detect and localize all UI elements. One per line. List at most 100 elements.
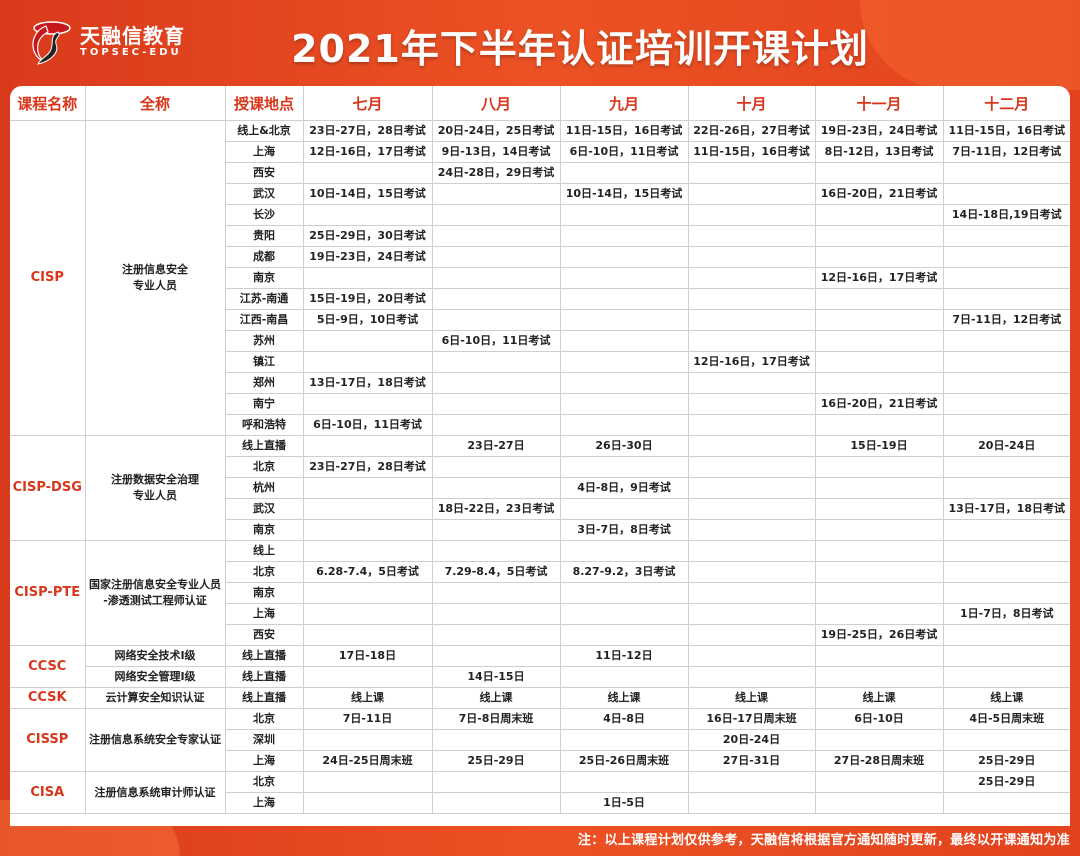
schedule-cell	[942, 456, 1070, 478]
logo: 天融信教育 TOPSEC-EDU	[26, 18, 185, 66]
schedule-cell	[302, 666, 433, 688]
schedule-cell	[302, 582, 433, 604]
schedule-cell: 16日-20日，21日考试	[814, 183, 944, 205]
schedule-cell: 25日-26日周末班	[559, 750, 689, 772]
schedule-cell: 7.29-8.4，5日考试	[431, 561, 561, 583]
schedule-cell	[942, 372, 1070, 394]
column-header: 十月	[687, 86, 816, 121]
schedule-cell	[302, 477, 433, 499]
location-cell: 武汉	[224, 498, 304, 520]
schedule-cell	[942, 540, 1070, 562]
schedule-cell: 4日-8日，9日考试	[559, 477, 689, 499]
schedule-cell	[302, 624, 433, 646]
schedule-cell	[431, 540, 561, 562]
schedule-cell	[302, 330, 433, 352]
schedule-cell	[559, 666, 689, 688]
schedule-cell	[942, 729, 1070, 751]
schedule-cell	[942, 414, 1070, 436]
course-full-name: 注册信息系统审计师认证	[84, 771, 226, 814]
schedule-cell: 11日-15日，16日考试	[559, 120, 689, 142]
schedule-cell	[687, 456, 816, 478]
table-row: CISP-PTE 国家注册信息安全专业人员 -渗透测试工程师认证 线上	[10, 540, 1070, 646]
table-row: 南宁 16日-20日，21日考试	[10, 393, 1070, 415]
schedule-cell	[431, 393, 561, 415]
schedule-cell	[687, 162, 816, 184]
location-cell: 呼和浩特	[224, 414, 304, 436]
schedule-cell: 25日-29日	[431, 750, 561, 772]
schedule-cell: 线上课	[687, 687, 816, 709]
schedule-cell	[942, 288, 1070, 310]
table-row: 上海 1日-5日	[10, 792, 1070, 814]
location-cell: 苏州	[224, 330, 304, 352]
schedule-cell	[814, 246, 944, 268]
schedule-cell	[942, 582, 1070, 604]
schedule-cell	[687, 267, 816, 289]
schedule-cell: 13日-17日，18日考试	[302, 372, 433, 394]
schedule-cell: 线上课	[814, 687, 944, 709]
schedule-cell	[431, 477, 561, 499]
schedule-cell: 线上课	[559, 687, 689, 709]
table-row: CCSC 网络安全技术I级 线上直播 17日-18日 11日-12日	[10, 645, 1070, 688]
schedule-cell	[559, 393, 689, 415]
schedule-cell: 23日-27日	[431, 435, 561, 457]
schedule-cell	[814, 666, 944, 688]
course-full-name: 注册信息系统安全专家认证	[84, 708, 226, 772]
schedule-cell: 26日-30日	[559, 435, 689, 457]
schedule-cell	[559, 330, 689, 352]
schedule-cell: 8日-12日，13日考试	[814, 141, 944, 163]
schedule-cell: 10日-14日，15日考试	[302, 183, 433, 205]
schedule-cell	[559, 288, 689, 310]
schedule-cell	[814, 477, 944, 499]
table-row: 呼和浩特 6日-10日，11日考试	[10, 414, 1070, 436]
location-cell: 武汉	[224, 183, 304, 205]
table-row: 北京 6.28-7.4，5日考试 7.29-8.4，5日考试 8.27-9.2，3日考…	[10, 561, 1070, 583]
table-row: 上海 24日-25日周末班 25日-29日 25日-26日周末班 27日-31日 27日-…	[10, 750, 1070, 772]
table-row: 长沙 14日-18日,19日考试	[10, 204, 1070, 226]
schedule-cell: 20日-24日，25日考试	[431, 120, 561, 142]
column-header: 授课地点	[224, 86, 304, 121]
logo-icon	[26, 18, 72, 66]
schedule-cell: 14日-18日,19日考试	[942, 204, 1070, 226]
schedule-cell: 19日-23日，24日考试	[814, 120, 944, 142]
schedule-cell	[559, 540, 689, 562]
schedule-cell	[559, 582, 689, 604]
location-cell: 线上直播	[224, 687, 304, 709]
schedule-cell	[302, 267, 433, 289]
schedule-table: 课程名称 全称 授课地点 七月 八月 九月 十月 十一月 十二月 CISP 注册信息安全 专业人员线…	[10, 86, 1070, 814]
schedule-cell: 5日-9日，10日考试	[302, 309, 433, 331]
course-code: CCSK	[10, 687, 86, 709]
location-cell: 南京	[224, 267, 304, 289]
schedule-cell	[942, 519, 1070, 541]
schedule-cell	[814, 561, 944, 583]
schedule-cell: 6日-10日，11日考试	[302, 414, 433, 436]
course-full-name: 国家注册信息安全专业人员 -渗透测试工程师认证	[84, 540, 226, 646]
course-full-name: 网络安全技术I级	[84, 645, 226, 667]
schedule-cell	[942, 624, 1070, 646]
schedule-cell: 19日-25日，26日考试	[814, 624, 944, 646]
table-row: CCSK 云计算安全知识认证 线上直播 线上课 线上课 线上课 线上课 线上课 线上课	[10, 687, 1070, 709]
schedule-cell	[302, 519, 433, 541]
table-row: 南京 3日-7日，8日考试	[10, 519, 1070, 541]
column-header: 八月	[431, 86, 561, 121]
logo-name: 天融信教育	[80, 24, 185, 48]
location-cell: 西安	[224, 624, 304, 646]
location-cell: 上海	[224, 141, 304, 163]
location-cell: 上海	[224, 603, 304, 625]
table-row: 北京 23日-27日，28日考试	[10, 456, 1070, 478]
schedule-cell: 9日-13日，14日考试	[431, 141, 561, 163]
schedule-cell	[814, 414, 944, 436]
schedule-cell: 27日-28日周末班	[814, 750, 944, 772]
schedule-cell	[814, 351, 944, 373]
schedule-cell	[687, 183, 816, 205]
table-row: 深圳 20日-24日	[10, 729, 1070, 751]
schedule-cell	[431, 603, 561, 625]
column-header: 全称	[84, 86, 226, 121]
schedule-cell	[431, 225, 561, 247]
schedule-cell: 25日-29日，30日考试	[302, 225, 433, 247]
schedule-cell	[942, 225, 1070, 247]
course-code: CISP-DSG	[10, 435, 86, 541]
schedule-cell	[942, 351, 1070, 373]
schedule-cell	[687, 330, 816, 352]
schedule-cell	[687, 582, 816, 604]
schedule-cell	[814, 729, 944, 751]
